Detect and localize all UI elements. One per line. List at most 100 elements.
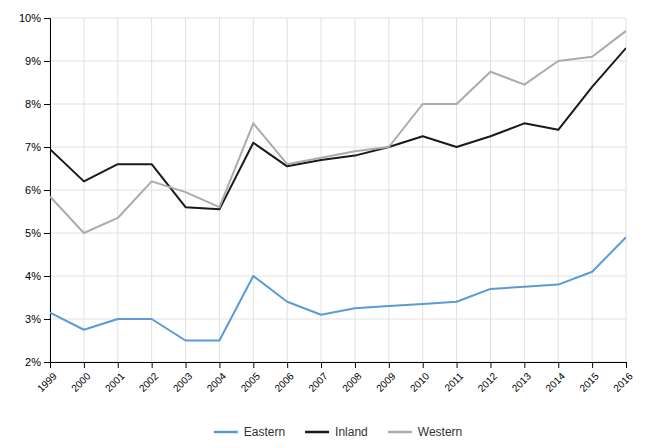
- x-tick-mark: [389, 362, 390, 368]
- x-tick: 2014: [543, 362, 567, 394]
- legend-item: Inland: [305, 425, 368, 439]
- y-tick: 7%: [25, 141, 50, 153]
- grid-line-x: [490, 18, 491, 362]
- x-tick-mark: [253, 362, 254, 368]
- x-tick-mark: [626, 362, 627, 368]
- y-tick: 4%: [25, 270, 50, 282]
- x-tick-label: 2005: [239, 370, 263, 394]
- y-tick: 5%: [25, 227, 50, 239]
- grid-line-y: [50, 104, 626, 105]
- legend-item: Eastern: [214, 425, 285, 439]
- x-tick: 2002: [137, 362, 161, 394]
- x-tick-label: 2001: [103, 370, 127, 394]
- series-line: [50, 237, 626, 340]
- x-tick: 2009: [374, 362, 398, 394]
- x-tick: 2011: [442, 362, 465, 393]
- y-tick-label: 3%: [25, 313, 41, 325]
- grid-line-y: [50, 147, 626, 148]
- x-tick-mark: [219, 362, 220, 368]
- y-tick: 10%: [19, 12, 50, 24]
- x-tick-label: 2012: [476, 370, 500, 394]
- y-tick-mark: [44, 190, 50, 191]
- x-axis-line: [51, 363, 627, 369]
- x-tick: 2000: [69, 362, 93, 394]
- grid-line-x: [185, 18, 186, 362]
- grid-line-x: [321, 18, 322, 362]
- x-tick-mark: [186, 362, 187, 368]
- grid-line-x: [388, 18, 389, 362]
- x-tick-label: 2002: [137, 370, 161, 394]
- y-tick: 8%: [25, 98, 50, 110]
- x-tick-label: 2008: [340, 370, 364, 394]
- legend-label: Inland: [335, 425, 368, 439]
- x-tick-mark: [457, 362, 458, 368]
- x-tick: 2013: [510, 362, 534, 394]
- x-tick-mark: [490, 362, 491, 368]
- x-tick-mark: [84, 362, 85, 368]
- x-tick-mark: [355, 362, 356, 368]
- x-tick-mark: [423, 362, 424, 368]
- grid-line-y: [50, 233, 626, 234]
- y-axis-line: [44, 19, 51, 363]
- grid: [50, 18, 626, 362]
- y-tick-label: 7%: [25, 141, 41, 153]
- legend: Eastern Inland Western: [214, 425, 463, 439]
- x-tick-label: 2015: [577, 370, 601, 394]
- x-tick: 2008: [340, 362, 364, 394]
- y-tick: 2%: [25, 356, 50, 368]
- y-tick-mark: [44, 18, 50, 19]
- grid-line-x: [422, 18, 423, 362]
- grid-line-y: [50, 276, 626, 277]
- legend-swatch: [305, 431, 329, 434]
- x-tick-label: 2000: [69, 370, 93, 394]
- x-tick-mark: [118, 362, 119, 368]
- y-tick-mark: [44, 276, 50, 277]
- grid-line-y: [50, 190, 626, 191]
- x-tick-mark: [321, 362, 322, 368]
- y-tick: 9%: [25, 55, 50, 67]
- y-tick-mark: [44, 147, 50, 148]
- y-tick-label: 4%: [25, 270, 41, 282]
- grid-line-x: [456, 18, 457, 362]
- x-tick: 2005: [239, 362, 263, 394]
- y-tick-label: 5%: [25, 227, 41, 239]
- x-tick-label: 1999: [35, 370, 59, 394]
- x-tick-mark: [50, 362, 51, 368]
- grid-line-x: [287, 18, 288, 362]
- y-tick-mark: [44, 362, 50, 363]
- x-tick: 2012: [476, 362, 500, 394]
- y-tick-label: 6%: [25, 184, 41, 196]
- x-axis: 1999200020012002200320042005200620072008…: [35, 362, 635, 394]
- x-tick-label: 2014: [543, 370, 567, 394]
- grid-line-x: [558, 18, 559, 362]
- y-axis: 2% 3% 4% 5% 6% 7% 8% 9% 10%: [19, 12, 51, 368]
- x-tick-mark: [287, 362, 288, 368]
- plot-area: [50, 31, 626, 341]
- y-tick-label: 10%: [19, 12, 41, 24]
- legend-swatch: [214, 431, 238, 434]
- x-tick-label: 2007: [306, 370, 330, 394]
- y-tick-label: 2%: [25, 356, 41, 368]
- x-tick-label: 2003: [171, 370, 195, 394]
- grid-line-x: [354, 18, 355, 362]
- chart: 2% 3% 4% 5% 6% 7% 8% 9% 10% 1999 2000 2001 2002 2003 2…: [0, 0, 650, 448]
- series-line: [50, 48, 626, 209]
- y-tick-mark: [44, 319, 50, 320]
- x-tick-label: 2006: [272, 370, 296, 394]
- legend-label: Eastern: [244, 425, 285, 439]
- x-tick: 2015: [577, 362, 601, 394]
- grid-line-x: [253, 18, 254, 362]
- x-tick-label: 2010: [408, 370, 432, 394]
- x-tick: 2010: [408, 362, 432, 394]
- x-tick-mark: [152, 362, 153, 368]
- grid-line-x: [626, 18, 627, 362]
- series-line: [50, 31, 626, 233]
- x-tick-mark: [558, 362, 559, 368]
- legend-label: Western: [418, 425, 462, 439]
- x-tick-label: 2011: [442, 370, 465, 393]
- x-tick: 1999: [35, 362, 59, 394]
- y-tick-mark: [44, 61, 50, 62]
- x-tick: 2007: [306, 362, 330, 394]
- legend-item: Western: [388, 425, 462, 439]
- grid-line-x: [151, 18, 152, 362]
